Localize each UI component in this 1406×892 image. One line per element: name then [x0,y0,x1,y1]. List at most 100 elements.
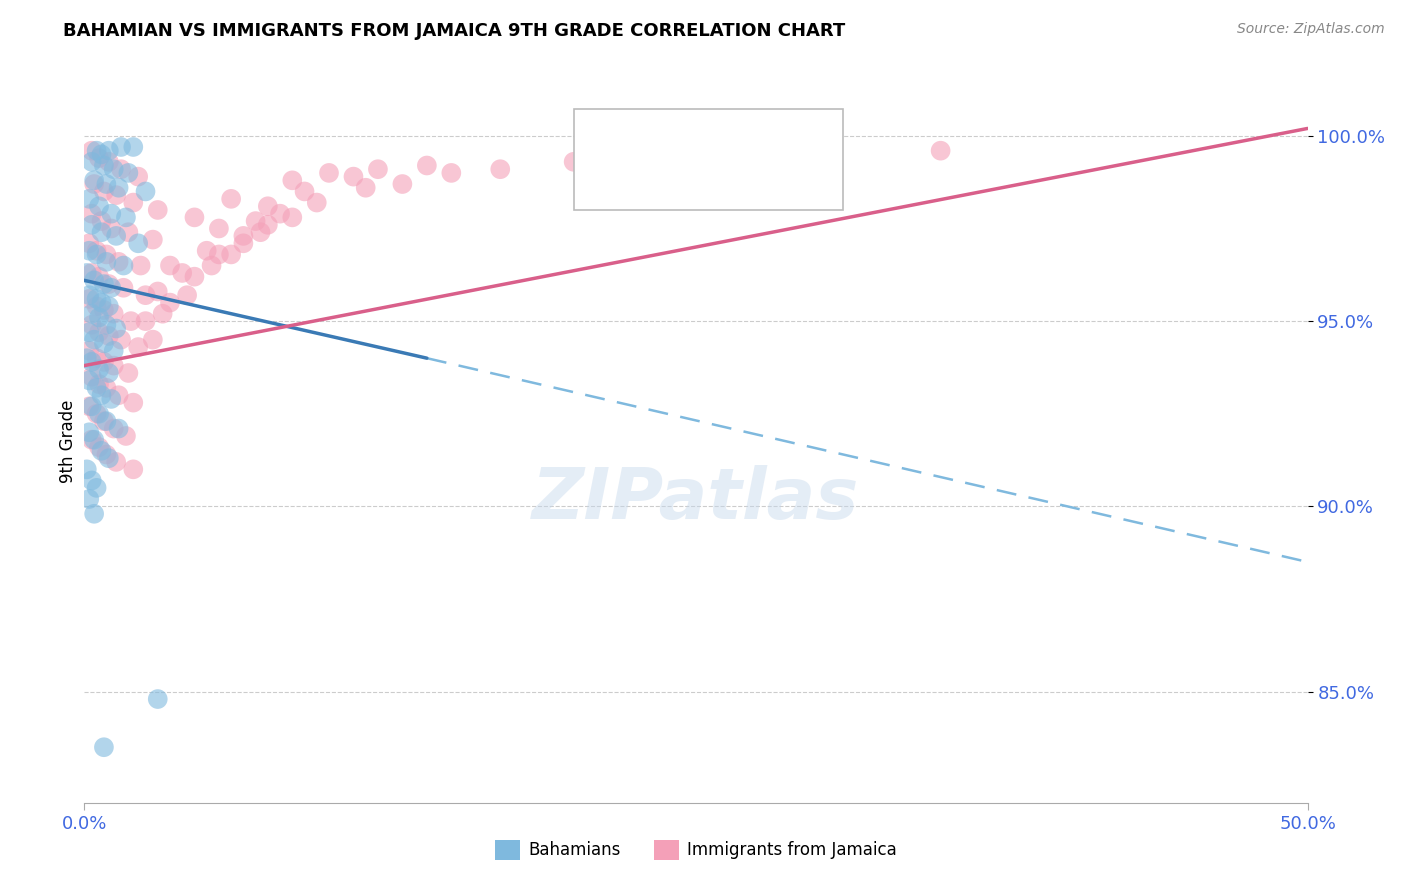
Point [159,295,181,310]
Point [105,188,128,202]
Point [87,407,110,421]
Point [562,154,585,169]
Point [93,414,115,428]
Point [87,325,110,339]
Point [294,185,316,199]
Point [135,288,157,302]
Point [77,400,100,414]
Point [100,281,122,295]
Point [93,159,115,173]
Point [115,429,138,443]
Point [77,373,100,387]
Point [232,236,254,251]
Point [86,381,108,395]
Point [77,325,100,339]
Point [76,351,98,366]
Point [110,162,132,177]
Point [86,481,108,495]
Point [929,144,952,158]
Point [87,310,110,325]
Point [76,462,98,476]
Point [93,355,115,369]
Point [117,166,139,180]
Point [105,455,128,469]
Point [90,225,112,239]
Point [110,140,132,154]
Point [86,144,108,158]
Point [96,448,118,462]
Point [80,154,103,169]
Point [93,185,115,199]
Point [96,255,118,269]
Point [87,269,110,284]
Point [77,244,100,258]
Point [86,299,108,313]
Point [146,285,169,299]
Point [87,377,110,392]
Point [152,307,174,321]
Point [122,462,145,476]
Point [127,236,149,251]
Point [86,351,108,366]
Point [83,507,105,521]
Point [159,259,181,273]
Point [96,381,118,395]
Point [96,247,118,261]
Point [100,392,122,406]
Point [489,162,512,177]
Point [103,421,125,435]
Point [93,303,115,318]
Point [80,218,103,232]
Point [97,299,120,313]
Point [208,247,231,261]
Point [97,277,120,291]
Point [107,421,129,435]
Point [90,388,112,402]
Point [97,329,120,343]
Point [80,369,103,384]
Point [176,288,198,302]
Point [77,343,100,358]
Point [112,281,135,295]
Point [80,400,103,414]
Point [391,177,413,191]
Point [146,202,169,217]
Point [77,288,100,302]
Point [257,218,280,232]
Point [219,192,242,206]
Point [80,433,103,447]
Point [77,425,100,440]
Point [342,169,364,184]
Point [90,443,112,458]
Point [257,199,280,213]
Point [103,307,125,321]
Point [129,259,152,273]
Point [80,474,103,488]
Point [77,192,100,206]
Point [80,266,103,280]
Point [305,195,328,210]
Point [96,177,118,191]
Point [318,166,340,180]
Point [93,740,115,755]
Point [77,236,100,251]
Point [87,199,110,213]
Point [135,185,157,199]
Point [105,321,128,335]
Point [183,211,205,225]
Point [183,269,205,284]
Point [83,177,105,191]
Point [245,214,267,228]
Point [100,221,122,235]
Point [80,207,103,221]
Point [281,211,304,225]
Point [146,692,169,706]
Point [87,151,110,165]
Point [807,147,830,161]
Text: ZIPatlas: ZIPatlas [533,465,859,533]
Point [219,247,242,261]
Point [135,314,157,328]
Point [117,225,139,239]
Point [97,451,120,466]
Point [122,395,145,409]
